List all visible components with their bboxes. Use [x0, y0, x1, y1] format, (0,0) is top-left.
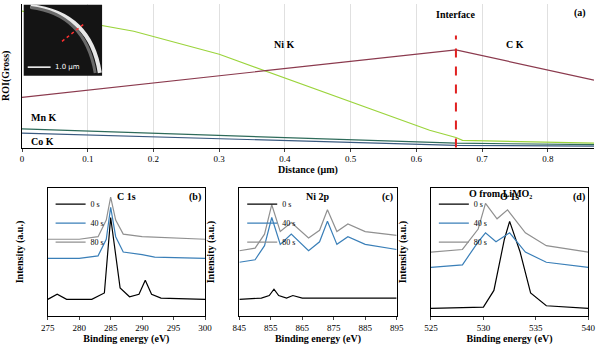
svg-text:Ni 2p: Ni 2p	[306, 191, 330, 202]
svg-text:0.5: 0.5	[345, 154, 357, 164]
svg-text:0 s: 0 s	[282, 200, 291, 209]
svg-text:300: 300	[198, 323, 212, 333]
svg-text:(b): (b)	[189, 191, 201, 203]
svg-text:Distance (μm): Distance (μm)	[278, 164, 338, 176]
svg-text:0 s: 0 s	[91, 200, 100, 209]
svg-text:0.2: 0.2	[148, 154, 159, 164]
svg-text:0.8: 0.8	[542, 154, 554, 164]
svg-text:Intensity (a.u.): Intensity (a.u.)	[397, 221, 409, 284]
svg-text:895: 895	[390, 323, 404, 333]
svg-text:Mn K: Mn K	[31, 112, 57, 123]
svg-text:Intensity (a.u.): Intensity (a.u.)	[14, 221, 26, 284]
svg-text:290: 290	[135, 323, 149, 333]
svg-text:525: 525	[424, 323, 438, 333]
svg-text:530: 530	[477, 323, 491, 333]
svg-text:0.6: 0.6	[411, 154, 423, 164]
svg-text:280: 280	[72, 323, 86, 333]
svg-text:40 s: 40 s	[91, 219, 104, 228]
svg-text:(a): (a)	[574, 7, 586, 19]
svg-text:Ni K: Ni K	[274, 39, 295, 50]
svg-text:875: 875	[327, 323, 341, 333]
svg-text:855: 855	[264, 323, 278, 333]
svg-text:Co K: Co K	[31, 136, 54, 147]
svg-text:885: 885	[358, 323, 372, 333]
svg-text:1.0 μm: 1.0 μm	[55, 63, 80, 71]
svg-text:535: 535	[529, 323, 543, 333]
svg-text:C K: C K	[506, 39, 524, 50]
svg-text:Binding energy (eV): Binding energy (eV)	[275, 333, 361, 345]
svg-text:0.1: 0.1	[82, 154, 93, 164]
svg-text:295: 295	[167, 323, 181, 333]
svg-text:845: 845	[233, 323, 247, 333]
svg-text:Binding energy (eV): Binding energy (eV)	[83, 333, 169, 345]
svg-text:0.3: 0.3	[214, 154, 226, 164]
svg-text:Intensity (a.u.): Intensity (a.u.)	[205, 221, 217, 284]
svg-text:O from LiMO₂: O from LiMO₂	[469, 188, 532, 199]
svg-text:(d): (d)	[573, 191, 585, 203]
svg-text:285: 285	[104, 323, 118, 333]
svg-text:ROI(Gross): ROI(Gross)	[0, 51, 12, 101]
svg-text:0 s: 0 s	[474, 200, 483, 209]
svg-text:(c): (c)	[382, 191, 393, 203]
svg-text:Interface: Interface	[436, 9, 475, 20]
svg-text:O 1s: O 1s	[500, 191, 519, 202]
svg-text:540: 540	[582, 323, 596, 333]
svg-text:0.4: 0.4	[279, 154, 291, 164]
svg-text:865: 865	[296, 323, 310, 333]
svg-text:40 s: 40 s	[282, 219, 295, 228]
svg-text:Binding energy (eV): Binding energy (eV)	[467, 333, 553, 345]
svg-text:40 s: 40 s	[474, 219, 487, 228]
svg-text:80 s: 80 s	[91, 238, 104, 247]
svg-text:0.7: 0.7	[477, 154, 489, 164]
svg-text:80 s: 80 s	[474, 238, 487, 247]
svg-text:C 1s: C 1s	[117, 191, 136, 202]
svg-text:275: 275	[41, 323, 55, 333]
svg-text:0: 0	[20, 154, 25, 164]
svg-text:80 s: 80 s	[282, 238, 295, 247]
